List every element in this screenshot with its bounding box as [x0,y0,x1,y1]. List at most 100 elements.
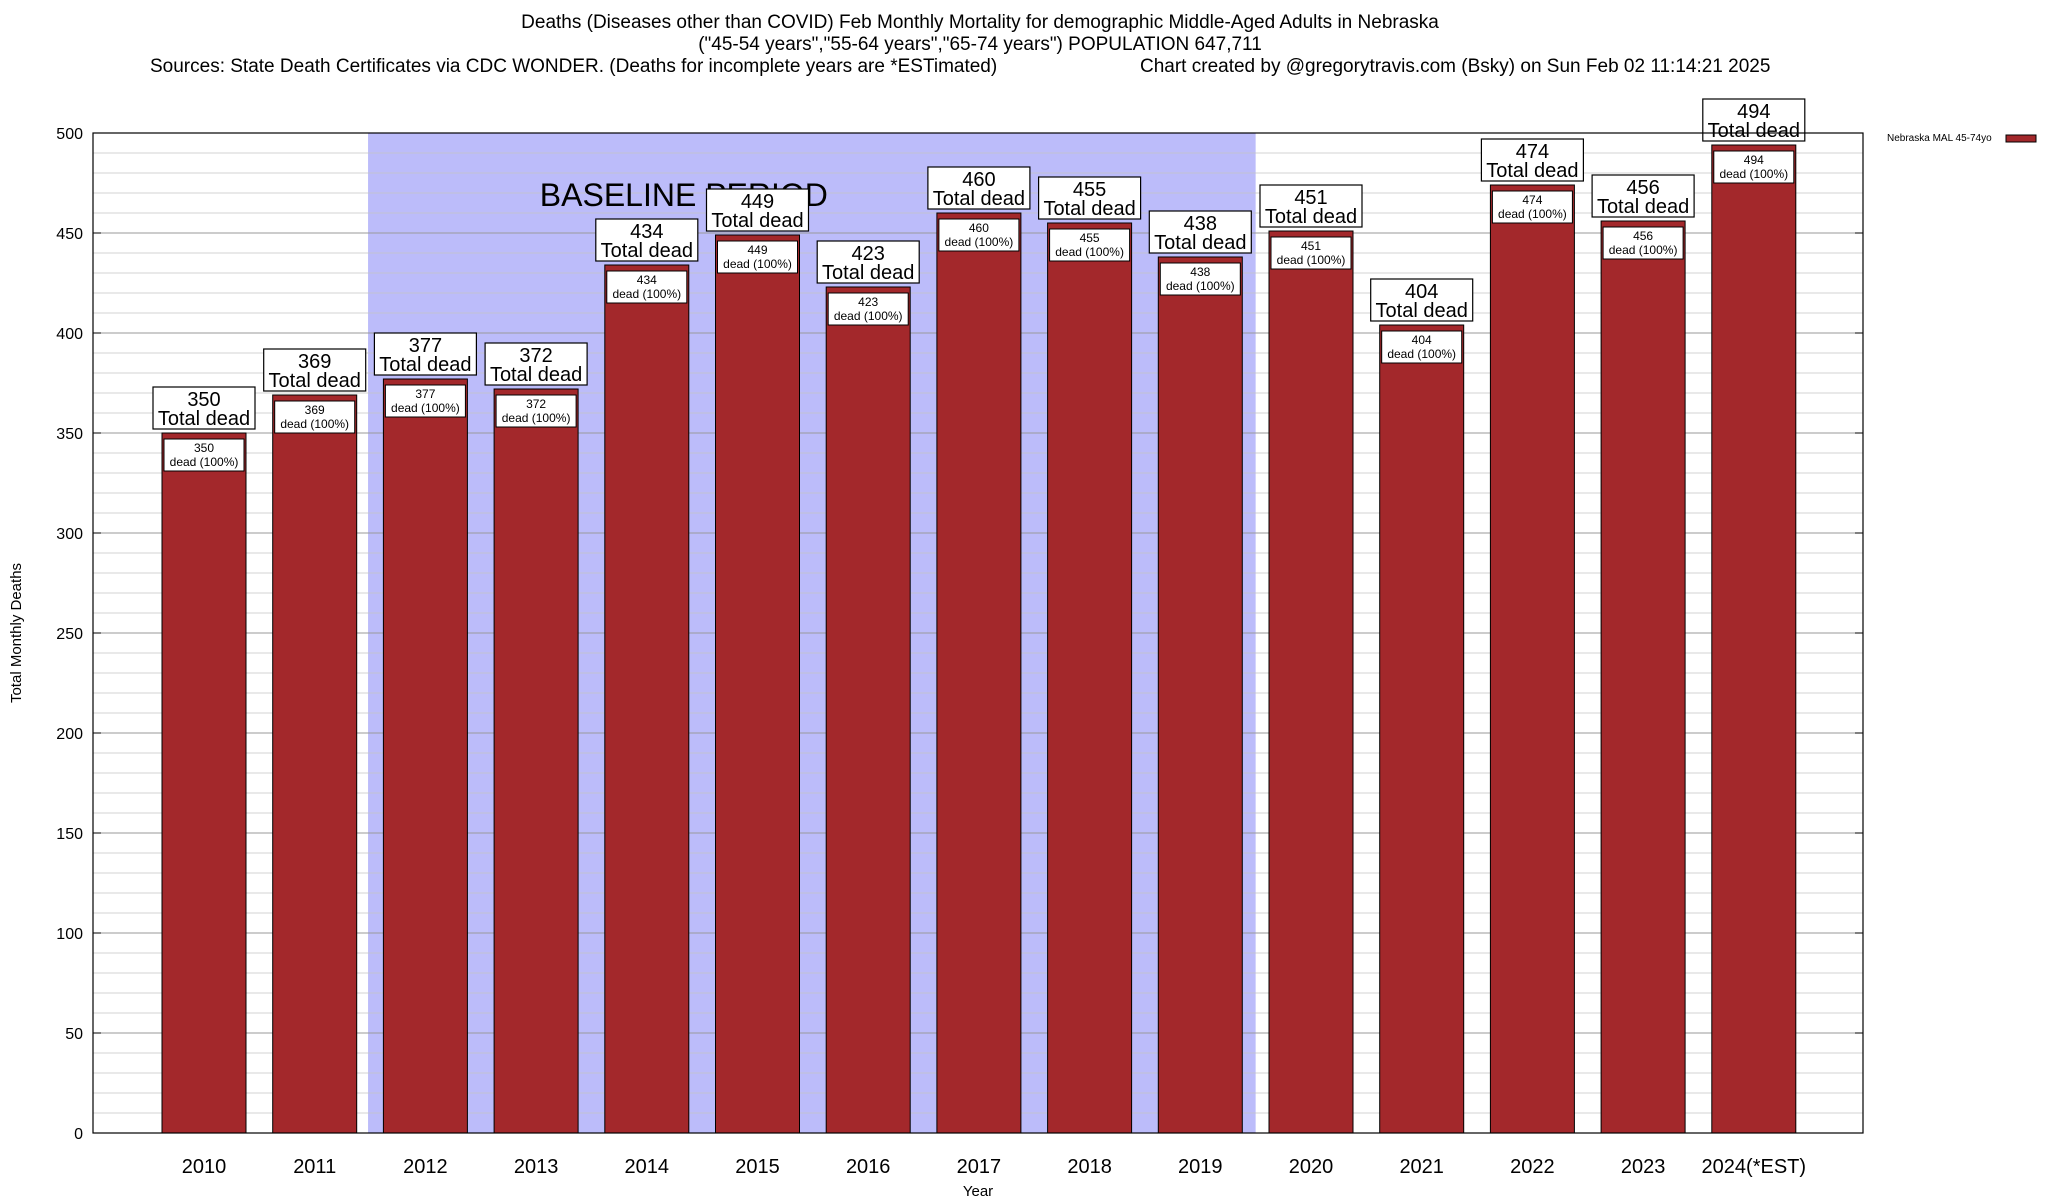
bar-inner-percent-label: dead (100%) [945,235,1014,249]
bar-total-label-box [705,188,810,232]
legend-label: Nebraska MAL 45-74yo [1887,133,1992,144]
bar-total-value-label: 455 [1073,179,1106,201]
chart-credit: Chart created by @gregorytravis.com (Bsk… [1140,56,1771,77]
bar-inner-value-label: 449 [747,243,767,257]
bar-total-value-label: 456 [1626,177,1659,199]
bar-total-suffix-label: Total dead [1265,206,1357,228]
bar-total-value-label: 372 [519,345,552,367]
bar [493,388,579,1134]
bar-total-label-box [1591,174,1695,218]
bar-inner-label-box [827,292,909,326]
bar-inner-percent-label: dead (100%) [1719,167,1788,181]
bar-inner-percent-label: dead (100%) [1498,207,1567,221]
bar-total-suffix-label: Total dead [269,370,361,392]
bar [1268,230,1354,1134]
bar-inner-value-label: 404 [1412,333,1432,347]
x-tick-label: 2022 [1510,1156,1555,1178]
x-axis-label: Year [963,1183,993,1200]
bar-total-value-label: 377 [409,335,442,357]
bar-total-value-label: 438 [1184,213,1217,235]
bar-total-suffix-label: Total dead [933,188,1025,210]
bar-total-value-label: 474 [1516,141,1549,163]
bar-total-label-box [927,166,1031,210]
x-tick-label: 2014 [625,1156,670,1178]
bar-inner-label-box [938,218,1020,252]
bar-total-suffix-label: Total dead [822,262,914,284]
chart-subtitle: ("45-54 years","55-64 years","65-74 year… [698,34,1262,55]
bar-inner-value-label: 494 [1744,153,1764,167]
legend-swatch [2005,134,2037,143]
bar-inner-label-box [1159,262,1241,296]
x-tick-label: 2013 [514,1156,559,1178]
bar-total-value-label: 434 [630,221,663,243]
bar-total-label-box [816,240,920,284]
bar-inner-label-box [1049,228,1131,262]
x-tick-label: 2011 [293,1156,336,1178]
x-tick-label: 2017 [957,1156,1002,1178]
x-tick-label: 2023 [1621,1156,1666,1178]
bar-total-label-box [1370,278,1474,322]
bar-inner-percent-label: dead (100%) [723,257,792,271]
bar-inner-label-box [1602,226,1684,260]
y-tick-label: 150 [56,826,83,843]
bar-inner-value-label: 456 [1633,229,1653,243]
y-tick-label: 450 [56,226,83,243]
y-tick-label: 350 [56,426,83,443]
x-tick-label: 2016 [846,1156,891,1178]
bar [715,234,800,1134]
bar-total-suffix-label: Total dead [1376,300,1468,322]
bar-inner-value-label: 377 [415,387,435,401]
bar [1047,222,1133,1134]
bar-total-suffix-label: Total dead [711,210,803,232]
bar-total-value-label: 423 [852,243,885,265]
bar [1711,144,1797,1134]
y-tick-label: 200 [56,726,83,743]
bar-inner-value-label: 423 [858,295,878,309]
bar-inner-value-label: 369 [305,403,325,417]
bar-inner-value-label: 455 [1080,231,1100,245]
bar-total-suffix-label: Total dead [490,364,582,386]
bar-inner-percent-label: dead (100%) [1609,243,1678,257]
bar-inner-label-box [606,270,688,304]
bar-total-label-box [1037,176,1142,220]
bar-inner-value-label: 434 [637,273,657,287]
y-tick-label: 500 [56,126,83,143]
bar-inner-value-label: 460 [969,221,989,235]
x-tick-label: 2018 [1067,1156,1112,1178]
y-axis-label: Total Monthly Deaths [8,563,25,703]
bar-inner-percent-label: dead (100%) [502,411,571,425]
bar-total-label-box [1259,184,1363,228]
bar-inner-percent-label: dead (100%) [612,287,681,301]
x-tick-label: 2020 [1289,1156,1334,1178]
y-tick-label: 300 [56,526,83,543]
bar [272,394,358,1134]
bar-total-value-label: 369 [298,351,331,373]
bar [825,286,911,1134]
bar-inner-percent-label: dead (100%) [280,417,349,431]
bar-inner-label-box [1491,190,1573,224]
bar-total-suffix-label: Total dead [158,408,250,430]
y-tick-label: 0 [74,1126,83,1143]
bar-total-suffix-label: Total dead [1597,196,1689,218]
bar-total-suffix-label: Total dead [601,240,693,262]
bar [1600,220,1686,1134]
bar-total-suffix-label: Total dead [1708,120,1800,142]
bar-total-value-label: 451 [1294,187,1327,209]
bar [1157,256,1243,1134]
bar-inner-percent-label: dead (100%) [1387,347,1456,361]
bar-inner-label-box [1713,150,1795,184]
plot-frame [92,132,1864,1134]
bar-inner-percent-label: dead (100%) [1166,279,1235,293]
bar-total-label-box [1702,98,1806,142]
bar-inner-label-box [1270,236,1352,270]
bar-inner-value-label: 451 [1301,239,1321,253]
bar-total-label-box [263,348,367,392]
bar [1489,184,1575,1134]
bar-total-value-label: 449 [741,191,774,213]
bar-inner-percent-label: dead (100%) [391,401,460,415]
bar-inner-value-label: 438 [1190,265,1210,279]
x-tick-label: 2019 [1178,1156,1223,1178]
bar-total-label-box [1148,210,1252,254]
bar-inner-label-box [717,240,798,274]
